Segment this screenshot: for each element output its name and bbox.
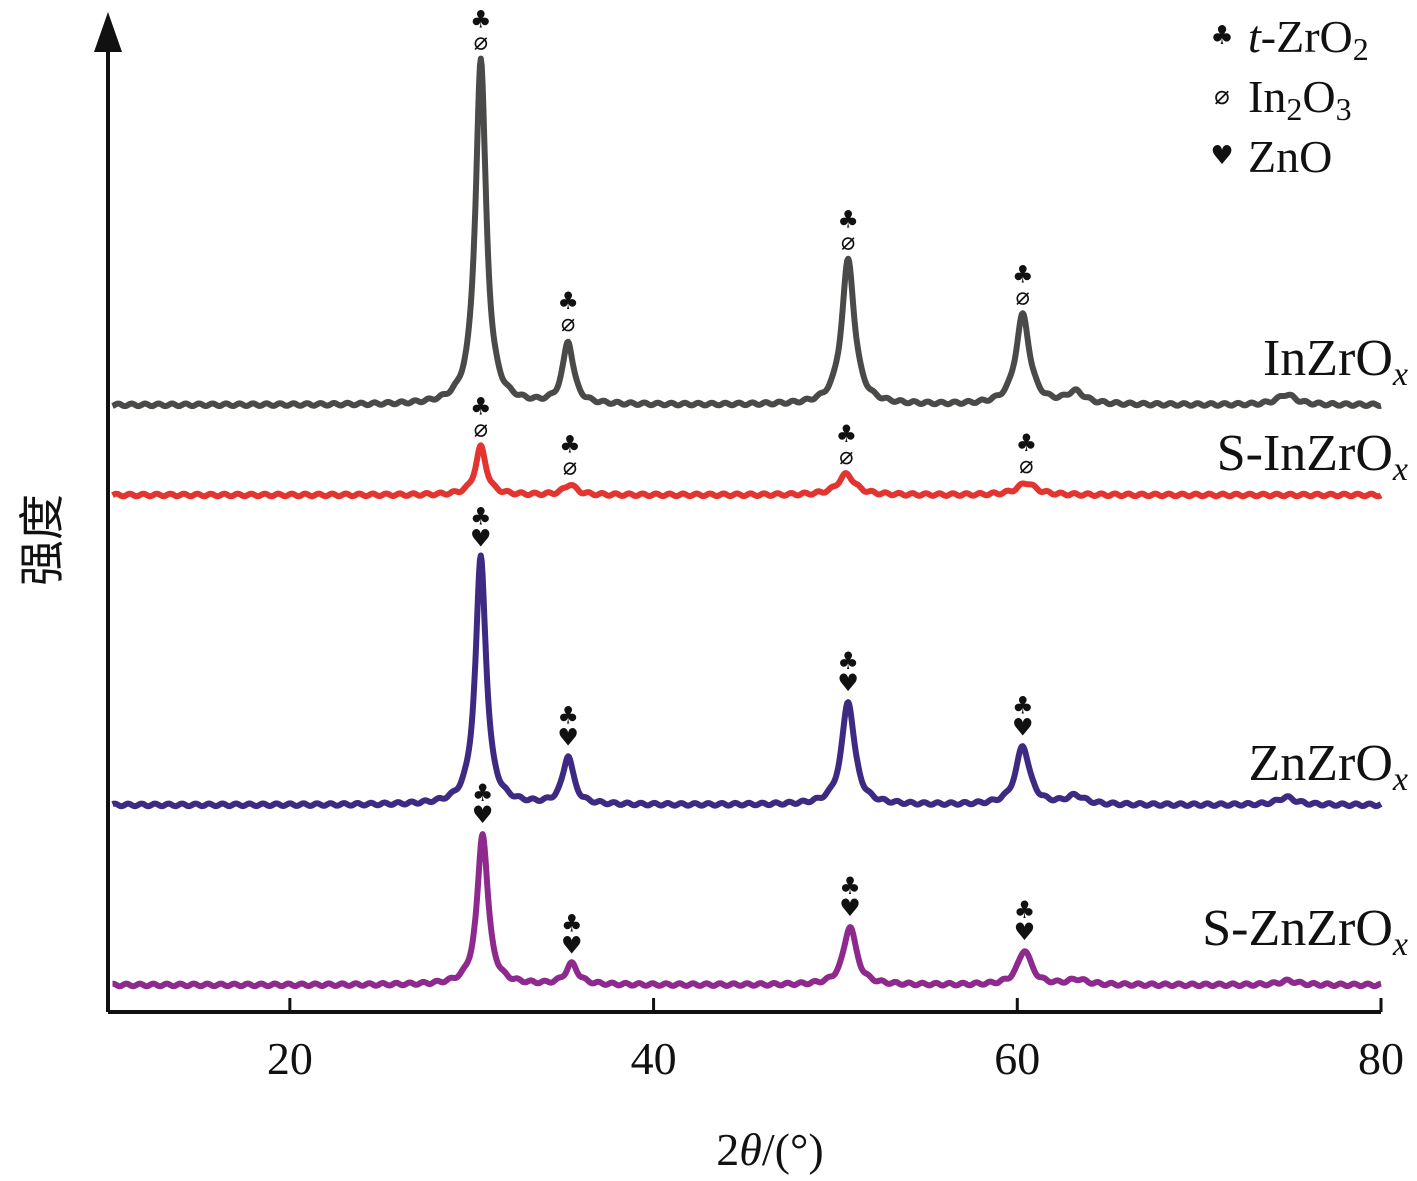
peak-marker: ⌀ bbox=[474, 28, 488, 56]
series-line bbox=[110, 552, 1384, 810]
x-tick-label: 80 bbox=[1358, 1033, 1404, 1084]
peak-marker: ♥ bbox=[561, 931, 583, 959]
peak-marker: ♣ bbox=[559, 430, 581, 458]
peak-marker: ⌀ bbox=[839, 442, 853, 470]
peak-marker: ♣ bbox=[557, 287, 579, 315]
peak-marker-group: ♣♥ bbox=[1012, 692, 1034, 742]
series-label: S-InZrOx bbox=[1217, 425, 1408, 488]
peak-marker: ♥ bbox=[557, 723, 579, 751]
club-icon: ♣ bbox=[1210, 21, 1233, 51]
legend: ♣ t-ZrO2 ⌀ In2O3 ♥ ZnO bbox=[1210, 11, 1368, 182]
peak-marker: ♣ bbox=[470, 6, 492, 34]
peak-marker-group: ♣⌀ bbox=[470, 6, 492, 56]
series-label: InZrOx bbox=[1263, 330, 1408, 393]
x-tick-label: 20 bbox=[267, 1033, 313, 1084]
peak-marker: ♥ bbox=[1012, 714, 1034, 742]
peak-marker: ⌀ bbox=[1016, 282, 1030, 310]
peak-marker: ♥ bbox=[472, 801, 494, 829]
series-labels: InZrOx S-InZrOx ZnZrOx S-ZnZrOx bbox=[1202, 330, 1408, 963]
peak-marker: ♥ bbox=[1014, 918, 1036, 946]
peak-marker: ♣ bbox=[836, 420, 858, 448]
legend-item: ♣ t-ZrO2 bbox=[1210, 11, 1368, 67]
peak-marker-group: ♣⌀ bbox=[837, 206, 859, 256]
series-label: ZnZrOx bbox=[1249, 735, 1409, 798]
peak-marker: ♣ bbox=[837, 206, 859, 234]
series-label: S-ZnZrOx bbox=[1202, 900, 1408, 963]
peak-marker: ♣ bbox=[561, 909, 583, 937]
peak-marker: ⌀ bbox=[474, 415, 488, 443]
heart-icon: ♥ bbox=[1210, 141, 1233, 171]
peak-marker-group: ♣♥ bbox=[557, 701, 579, 751]
peak-marker-group: ♣⌀ bbox=[557, 287, 579, 337]
peak-marker: ♣ bbox=[1016, 429, 1038, 457]
legend-label: ZnO bbox=[1248, 131, 1332, 182]
peak-marker: ♣ bbox=[472, 779, 494, 807]
peak-marker: ♣ bbox=[839, 872, 861, 900]
legend-label: t-ZrO2 bbox=[1248, 11, 1369, 67]
peak-marker-group: ♣♥ bbox=[839, 872, 861, 922]
peak-marker: ⌀ bbox=[561, 309, 575, 337]
peak-marker-group: ♣♥ bbox=[837, 647, 859, 697]
legend-item: ⌀ In2O3 bbox=[1214, 71, 1351, 127]
peak-marker: ♥ bbox=[839, 894, 861, 922]
peak-marker-group: ♣♥ bbox=[561, 909, 583, 959]
legend-label: In2O3 bbox=[1248, 71, 1352, 127]
peak-marker-group: ♣⌀ bbox=[1012, 260, 1034, 310]
peak-marker: ♣ bbox=[1012, 692, 1034, 720]
peak-marker: ♣ bbox=[470, 393, 492, 421]
axes: 20 40 60 80 bbox=[94, 12, 1404, 1084]
peak-marker: ♣ bbox=[470, 502, 492, 530]
peak-marker-group: ♣♥ bbox=[1014, 896, 1036, 946]
peak-marker-group: ♣♥ bbox=[472, 779, 494, 829]
peak-marker: ⌀ bbox=[1019, 451, 1033, 479]
peak-marker: ♥ bbox=[837, 669, 859, 697]
x-axis-label: 2θ/(°) bbox=[716, 1124, 823, 1175]
legend-item: ♥ ZnO bbox=[1210, 131, 1332, 182]
x-tick-label: 60 bbox=[994, 1033, 1040, 1084]
y-axis-arrow bbox=[94, 12, 122, 52]
x-tick-label: 40 bbox=[631, 1033, 677, 1084]
peak-marker: ♣ bbox=[557, 701, 579, 729]
series-line bbox=[110, 831, 1384, 990]
peak-marker-group: ♣♥ bbox=[470, 502, 492, 552]
peak-marker: ♣ bbox=[1012, 260, 1034, 288]
peak-marker: ♣ bbox=[1014, 896, 1036, 924]
peak-marker-group: ♣⌀ bbox=[470, 393, 492, 443]
peak-marker: ♥ bbox=[470, 524, 492, 552]
slashed-circle-icon: ⌀ bbox=[1214, 81, 1230, 111]
peak-marker-group: ♣⌀ bbox=[1016, 429, 1038, 479]
peak-marker-group: ♣⌀ bbox=[559, 430, 581, 480]
series-line bbox=[110, 55, 1384, 410]
peak-marker: ♣ bbox=[837, 647, 859, 675]
plot-area: ♣⌀♣⌀♣⌀♣⌀♣⌀♣⌀♣⌀ ♣⌀♣♥♣♥♣♥♣♥♣♥♣♥♣♥ ♣♥ bbox=[110, 6, 1384, 990]
y-axis-label: 强度 bbox=[17, 494, 68, 586]
peak-marker: ⌀ bbox=[563, 452, 577, 480]
peak-marker: ⌀ bbox=[841, 228, 855, 256]
series-line bbox=[110, 442, 1384, 500]
peak-marker-group: ♣⌀ bbox=[836, 420, 858, 470]
